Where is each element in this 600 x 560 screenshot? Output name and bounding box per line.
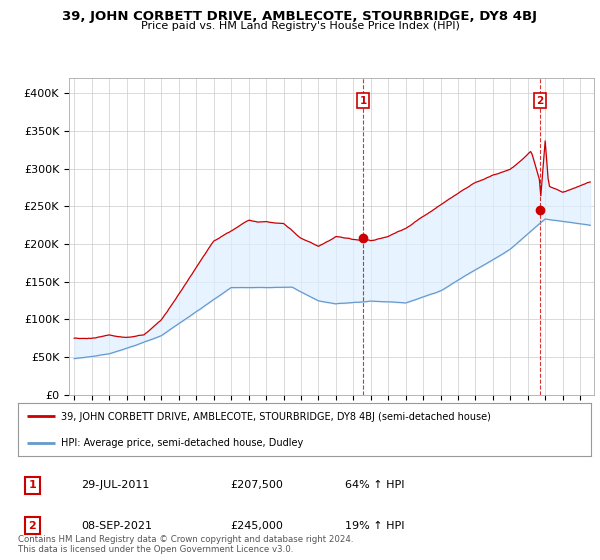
- Text: Price paid vs. HM Land Registry's House Price Index (HPI): Price paid vs. HM Land Registry's House …: [140, 21, 460, 31]
- Text: 1: 1: [28, 480, 36, 490]
- Text: 29-JUL-2011: 29-JUL-2011: [81, 480, 149, 490]
- Text: 64% ↑ HPI: 64% ↑ HPI: [344, 480, 404, 490]
- Text: 39, JOHN CORBETT DRIVE, AMBLECOTE, STOURBRIDGE, DY8 4BJ: 39, JOHN CORBETT DRIVE, AMBLECOTE, STOUR…: [62, 10, 538, 23]
- Text: HPI: Average price, semi-detached house, Dudley: HPI: Average price, semi-detached house,…: [61, 438, 303, 448]
- Text: 39, JOHN CORBETT DRIVE, AMBLECOTE, STOURBRIDGE, DY8 4BJ (semi-detached house): 39, JOHN CORBETT DRIVE, AMBLECOTE, STOUR…: [61, 412, 491, 422]
- Text: 1: 1: [359, 96, 367, 105]
- Text: 19% ↑ HPI: 19% ↑ HPI: [344, 520, 404, 530]
- Text: 08-SEP-2021: 08-SEP-2021: [81, 520, 152, 530]
- Text: 2: 2: [536, 96, 544, 105]
- Text: £245,000: £245,000: [230, 520, 283, 530]
- Text: Contains HM Land Registry data © Crown copyright and database right 2024.
This d: Contains HM Land Registry data © Crown c…: [18, 535, 353, 554]
- Text: £207,500: £207,500: [230, 480, 283, 490]
- Text: 2: 2: [28, 520, 36, 530]
